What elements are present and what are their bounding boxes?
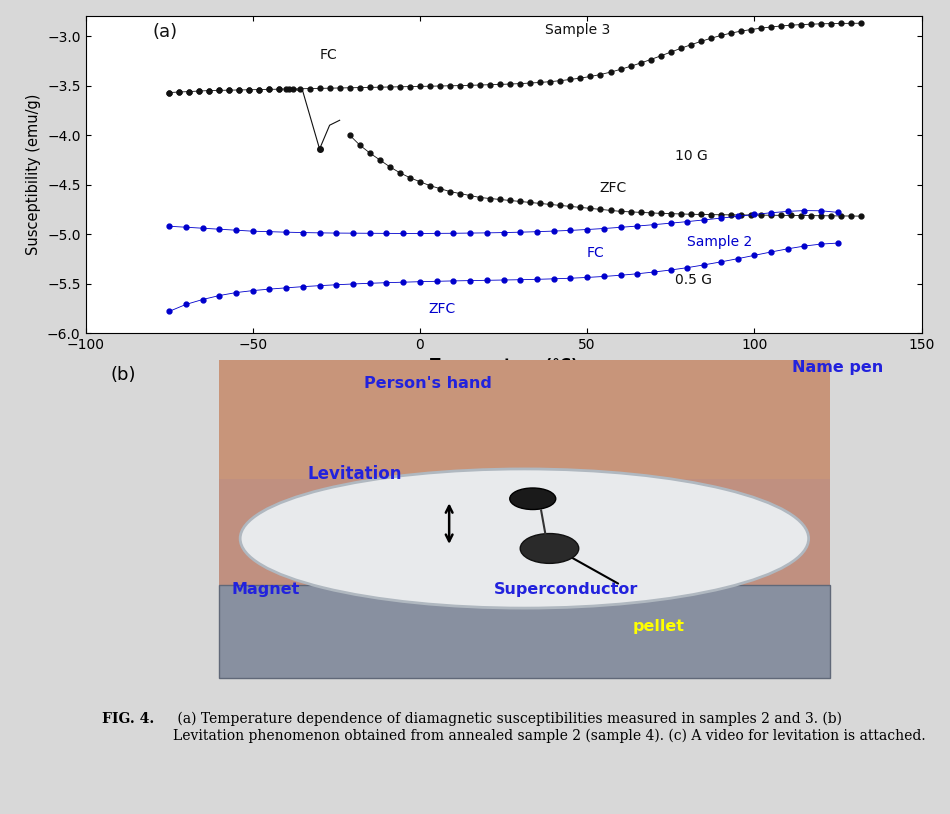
FancyBboxPatch shape xyxy=(219,360,829,678)
Text: Magnet: Magnet xyxy=(231,582,299,597)
Text: ZFC: ZFC xyxy=(599,182,627,195)
Ellipse shape xyxy=(240,469,808,608)
Text: ZFC: ZFC xyxy=(428,302,455,316)
FancyBboxPatch shape xyxy=(219,360,829,479)
Ellipse shape xyxy=(521,533,579,563)
Text: (a) Temperature dependence of diamagnetic susceptibilities measured in samples 2: (a) Temperature dependence of diamagneti… xyxy=(173,711,926,742)
Text: FIG. 4.: FIG. 4. xyxy=(103,711,155,725)
Y-axis label: Susceptibility (emu/g): Susceptibility (emu/g) xyxy=(27,94,42,256)
Text: (b): (b) xyxy=(110,366,136,384)
X-axis label: Temperature (°C): Temperature (°C) xyxy=(429,357,578,373)
Text: Levitation: Levitation xyxy=(307,465,402,483)
Text: FC: FC xyxy=(587,246,605,260)
Text: Person's hand: Person's hand xyxy=(364,376,492,392)
Text: (a): (a) xyxy=(152,23,178,41)
Text: Sample 3: Sample 3 xyxy=(545,23,611,37)
Ellipse shape xyxy=(510,488,556,510)
Text: Sample 2: Sample 2 xyxy=(688,235,752,249)
Text: 0.5 G: 0.5 G xyxy=(674,273,712,287)
Text: Name pen: Name pen xyxy=(792,360,884,374)
Text: Superconductor: Superconductor xyxy=(494,582,638,597)
Text: FC: FC xyxy=(319,48,337,62)
Text: 10 G: 10 G xyxy=(674,150,708,164)
Text: pellet: pellet xyxy=(632,619,684,634)
FancyBboxPatch shape xyxy=(219,585,829,678)
